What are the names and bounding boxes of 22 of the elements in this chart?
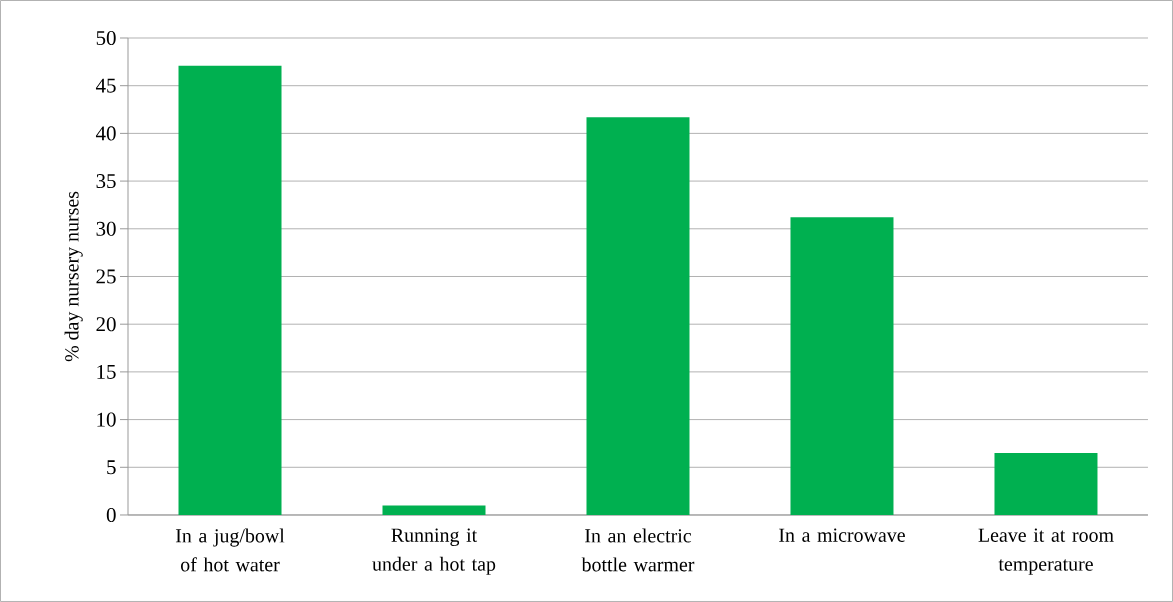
x-tick-label: Leave it at room temperature — [978, 528, 1114, 575]
x-tick-label: In a jug/bowl of hot water — [175, 528, 285, 572]
bar — [382, 505, 486, 515]
y-tick-label: 35 — [96, 174, 116, 189]
y-tick-label: 50 — [96, 30, 116, 46]
y-tick-label: 5 — [107, 460, 116, 475]
x-tick-label: In a microwave — [779, 528, 905, 542]
bar — [994, 452, 1098, 515]
y-tick-label: 10 — [97, 412, 116, 427]
y-tick-label: 30 — [96, 221, 116, 236]
y-tick-label: 40 — [95, 126, 116, 141]
y-tick-label: 45 — [95, 78, 116, 93]
y-tick-label: 15 — [97, 364, 116, 379]
y-tick-label: 0 — [106, 507, 116, 523]
y-axis-title: % day nursery nurses — [64, 191, 83, 362]
bar — [586, 117, 690, 515]
y-tick-label: 20 — [96, 317, 116, 332]
y-tick-label: 25 — [96, 269, 116, 284]
x-tick-label: In an electric bottle warmer — [581, 528, 695, 572]
bar — [178, 65, 282, 515]
x-tick-label: Running it under a hot tap — [372, 528, 496, 575]
bar — [790, 217, 894, 515]
